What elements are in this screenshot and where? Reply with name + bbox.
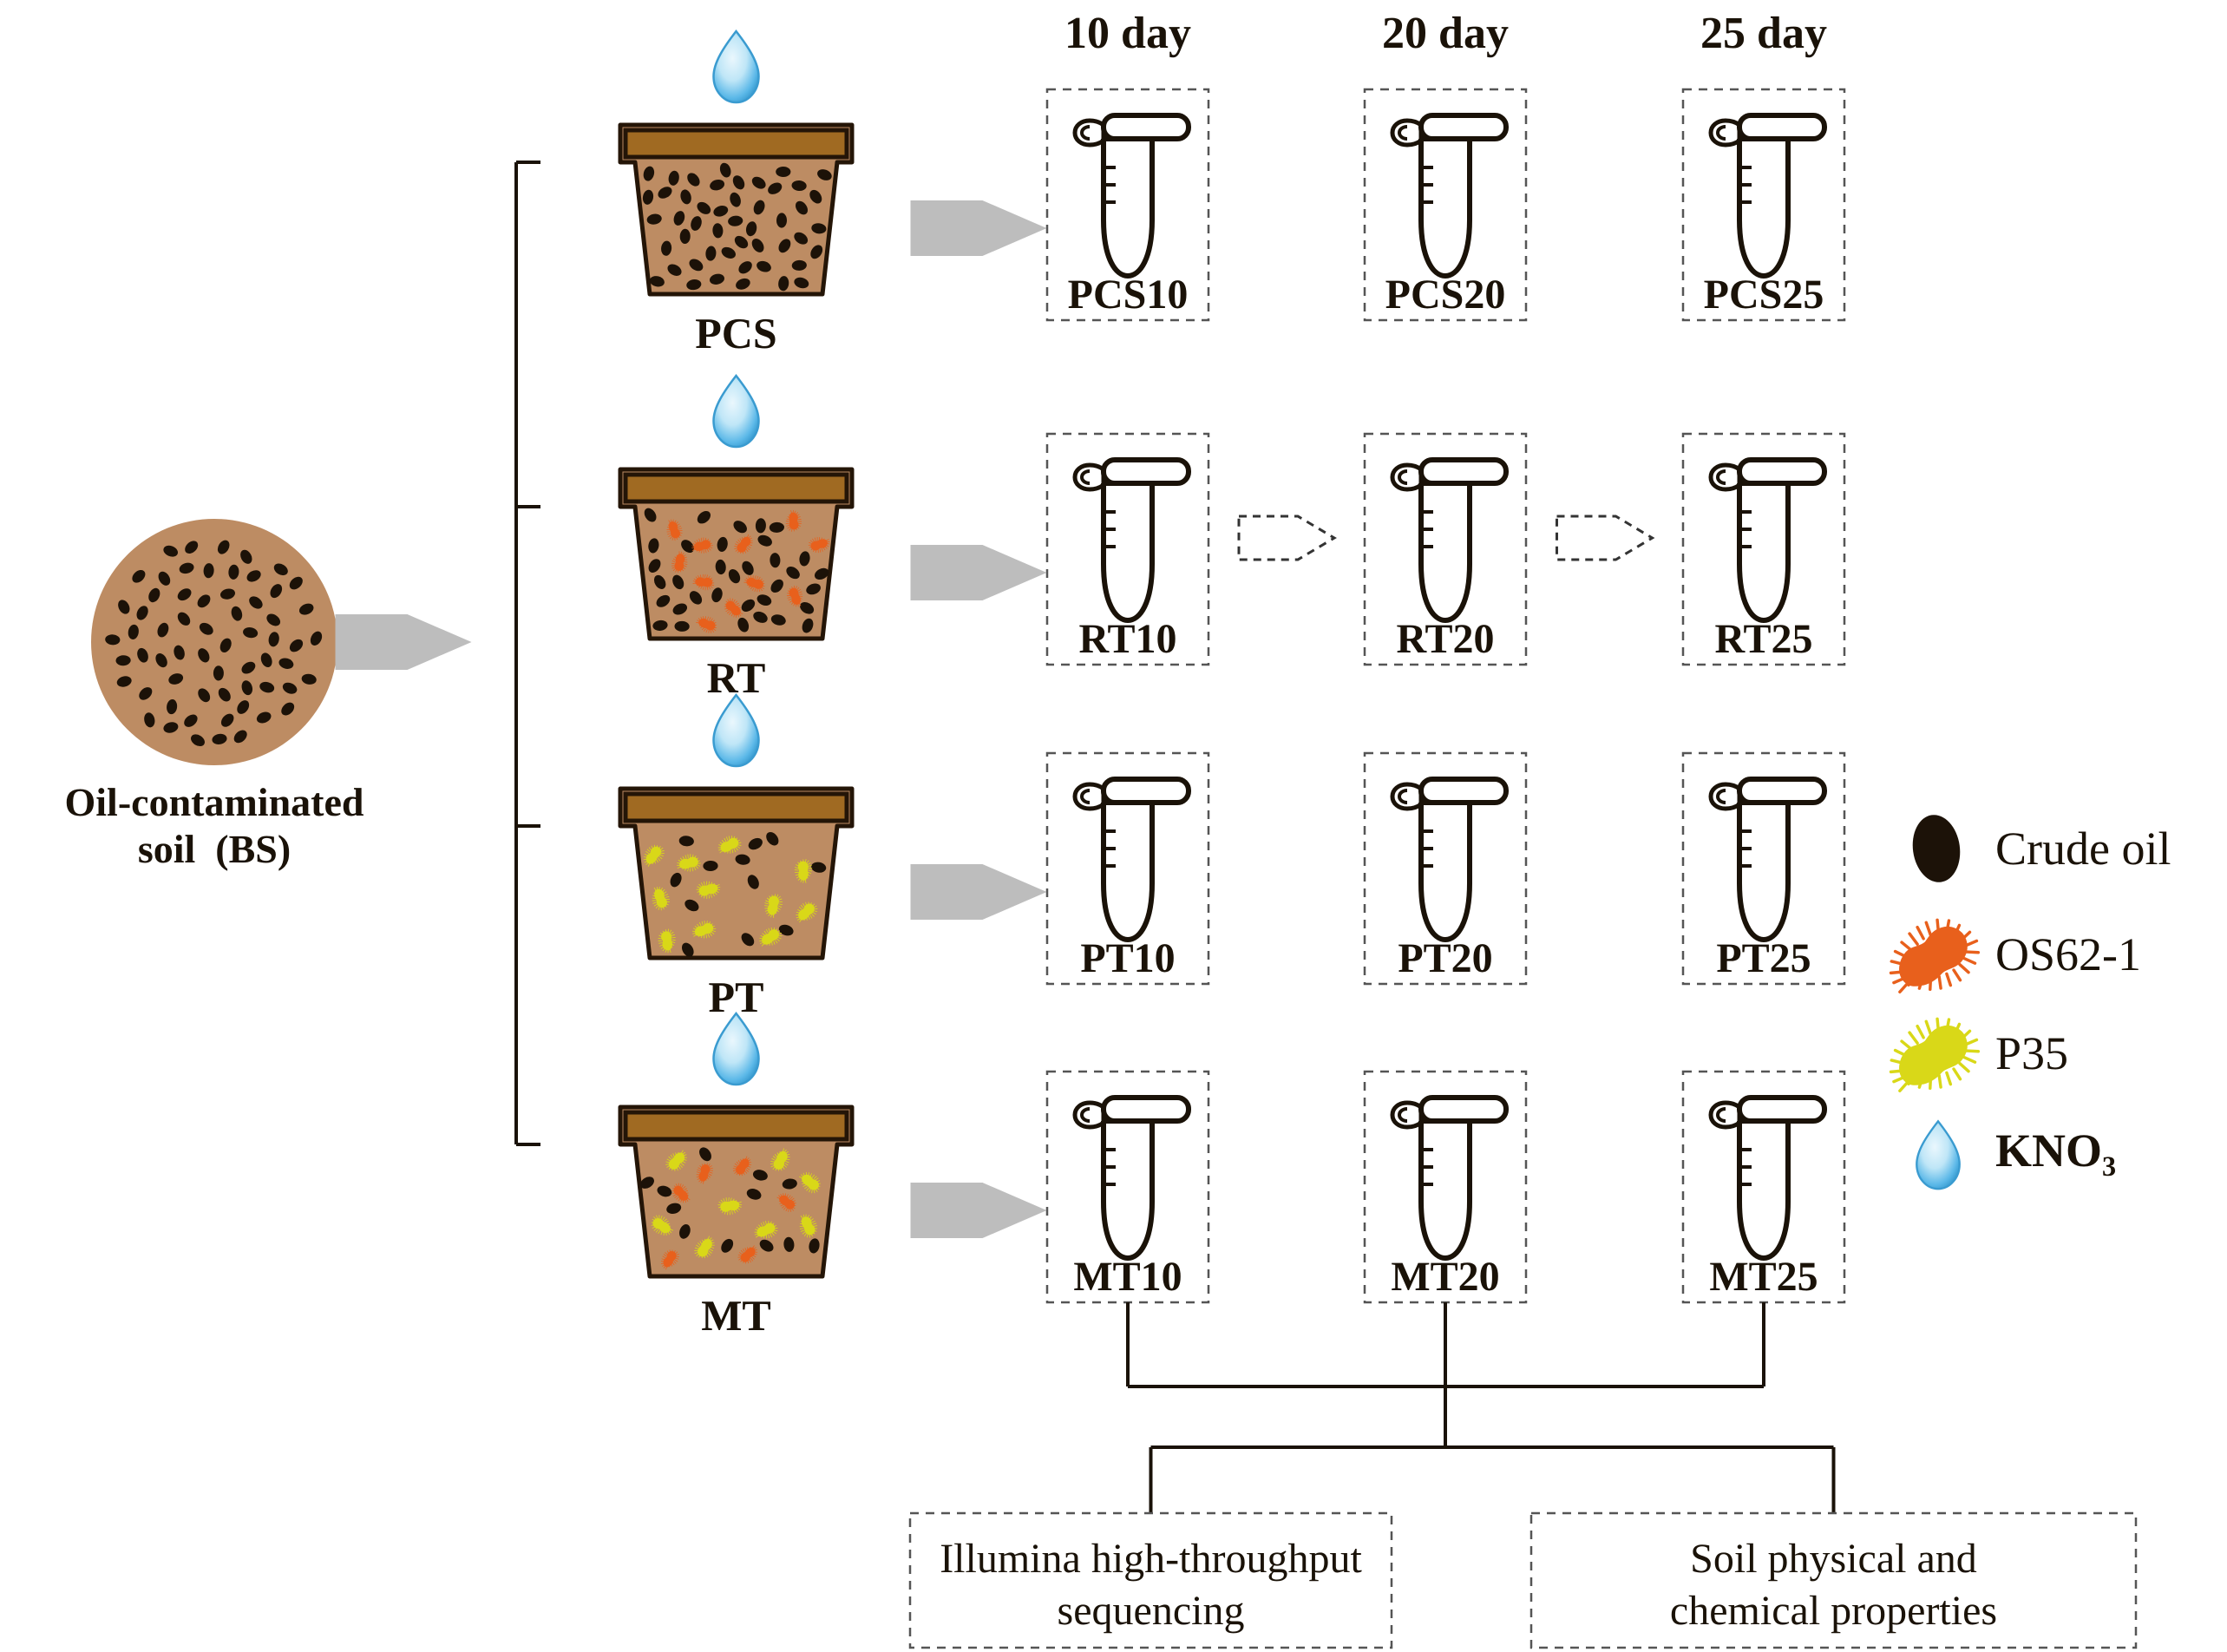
svg-text:MT25: MT25	[1709, 1254, 1818, 1300]
svg-text:soil (BS): soil (BS)	[138, 827, 291, 871]
svg-text:OS62-1: OS62-1	[1995, 928, 2141, 980]
svg-text:20 day: 20 day	[1382, 9, 1509, 58]
svg-text:MT10: MT10	[1073, 1254, 1182, 1300]
svg-text:PCS: PCS	[695, 309, 776, 357]
svg-text:chemical properties: chemical properties	[1670, 1588, 1997, 1634]
svg-text:MT20: MT20	[1391, 1254, 1499, 1300]
svg-text:Illumina high-throughput: Illumina high-throughput	[940, 1536, 1362, 1582]
svg-text:10 day: 10 day	[1064, 9, 1191, 58]
svg-text:MT: MT	[701, 1291, 771, 1340]
svg-text:Soil physical and: Soil physical and	[1690, 1536, 1977, 1582]
svg-text:RT10: RT10	[1079, 616, 1177, 662]
svg-text:sequencing: sequencing	[1058, 1588, 1245, 1634]
svg-text:PT10: PT10	[1080, 935, 1175, 981]
svg-text:KNO₃: KNO₃	[1995, 1124, 2116, 1177]
svg-text:PT20: PT20	[1398, 935, 1492, 981]
svg-text:PCS20: PCS20	[1385, 272, 1506, 318]
svg-text:PCS25: PCS25	[1704, 272, 1824, 318]
svg-text:PCS10: PCS10	[1068, 272, 1189, 318]
svg-text:25 day: 25 day	[1700, 9, 1827, 58]
svg-text:Oil-contaminated: Oil-contaminated	[65, 780, 364, 824]
svg-text:Crude oil: Crude oil	[1995, 823, 2171, 875]
svg-text:RT20: RT20	[1397, 616, 1495, 662]
svg-text:P35: P35	[1995, 1027, 2068, 1079]
svg-text:RT25: RT25	[1715, 616, 1813, 662]
svg-text:PT25: PT25	[1716, 935, 1811, 981]
